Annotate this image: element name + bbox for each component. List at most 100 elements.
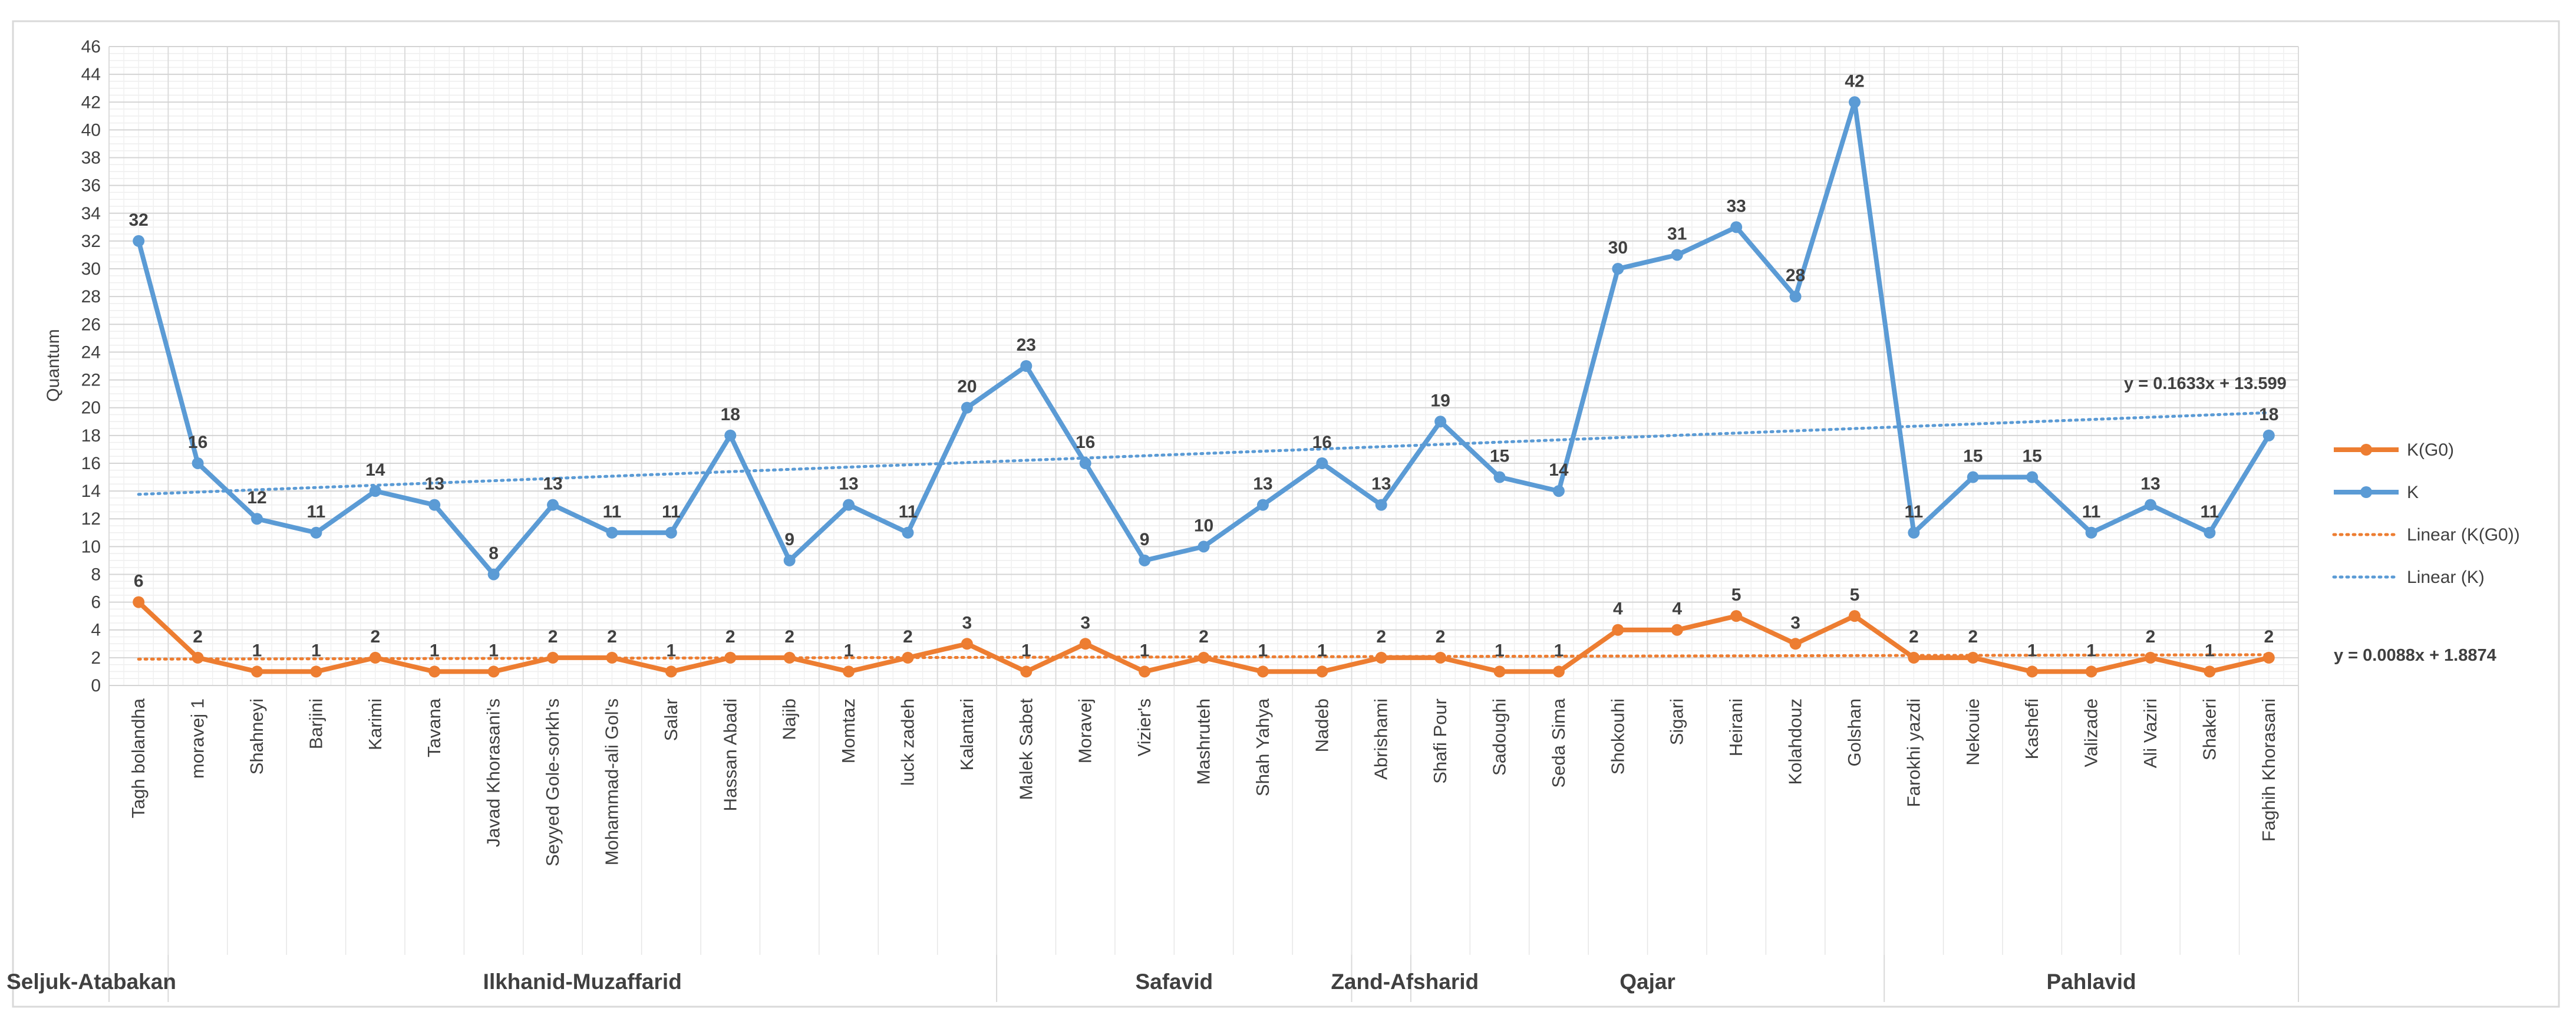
data-point <box>1967 651 1979 664</box>
data-label: 2 <box>903 627 913 647</box>
data-point <box>1256 665 1269 678</box>
data-label: 2 <box>1199 627 1209 647</box>
data-point <box>724 651 737 664</box>
data-point <box>1139 554 1151 566</box>
data-label: 1 <box>1495 641 1505 660</box>
data-point <box>547 499 559 511</box>
data-point <box>961 401 973 414</box>
data-label: 1 <box>1021 641 1031 660</box>
data-label: 6 <box>134 572 144 591</box>
data-label: 5 <box>1850 585 1860 605</box>
data-label: 11 <box>603 502 622 522</box>
data-point <box>2144 651 2156 664</box>
data-label: 1 <box>252 641 262 660</box>
data-point <box>1375 651 1387 664</box>
data-point <box>665 526 677 539</box>
data-label: 1 <box>844 641 854 660</box>
data-label: 9 <box>784 530 794 549</box>
y-tick-label: 14 <box>81 482 101 501</box>
y-tick-label: 30 <box>81 259 101 279</box>
x-tick-label: Seyyed Gole-sorkh's <box>542 698 563 866</box>
data-label: 11 <box>2201 502 2219 522</box>
data-label: 2 <box>607 627 617 647</box>
data-label: 1 <box>489 641 499 660</box>
y-tick-label: 16 <box>81 454 101 473</box>
x-tick-label: Golshan <box>1844 698 1865 766</box>
data-point <box>1789 291 1802 303</box>
data-point <box>192 457 204 469</box>
x-tick-label: Shafi Pour <box>1430 698 1450 784</box>
x-tick-label: luck zadeh <box>897 698 918 786</box>
data-point <box>1316 665 1328 678</box>
data-point <box>2026 665 2039 678</box>
data-label: 11 <box>2082 502 2101 522</box>
data-label: 16 <box>1312 433 1332 452</box>
x-tick-label: Sigari <box>1667 698 1687 745</box>
data-label: 4 <box>1672 599 1682 619</box>
data-label: 2 <box>548 627 558 647</box>
data-point <box>2085 665 2097 678</box>
data-label: 3 <box>1790 613 1800 632</box>
data-label: 13 <box>425 474 444 494</box>
data-label: 2 <box>370 627 380 647</box>
y-tick-label: 6 <box>91 593 101 612</box>
x-tick-label: Abrishami <box>1371 698 1391 780</box>
data-label: 2 <box>1968 627 1978 647</box>
data-point <box>606 651 618 664</box>
data-point <box>902 651 914 664</box>
data-label: 33 <box>1726 196 1746 216</box>
data-label: 1 <box>667 641 677 660</box>
data-point <box>1434 651 1447 664</box>
y-tick-label: 12 <box>81 509 101 529</box>
data-point <box>783 554 796 566</box>
data-point <box>1671 624 1683 636</box>
data-point <box>1908 651 1920 664</box>
data-label: 2 <box>2264 627 2274 647</box>
x-tick-label: Farokhi yazdi <box>1903 698 1924 807</box>
x-tick-label: Shokouhi <box>1607 698 1628 774</box>
data-point <box>961 638 973 650</box>
data-point <box>1375 499 1387 511</box>
x-tick-label: Shahneyi <box>246 698 267 774</box>
y-tick-label: 40 <box>81 120 101 140</box>
group-label: Ilkhanid-Muzaffarid <box>483 970 682 994</box>
x-tick-label: Heirani <box>1726 698 1746 756</box>
legend-marker <box>2360 486 2372 498</box>
data-label: 42 <box>1845 71 1864 91</box>
group-label: Qajar <box>1620 970 1675 994</box>
data-point <box>487 665 500 678</box>
data-label: 14 <box>1549 460 1569 480</box>
data-point <box>1079 638 1091 650</box>
data-point <box>606 526 618 539</box>
data-point <box>428 499 441 511</box>
data-label: 32 <box>129 210 149 230</box>
data-point <box>310 526 322 539</box>
data-point <box>1730 221 1743 233</box>
y-tick-label: 2 <box>91 648 101 668</box>
data-label: 19 <box>1430 391 1450 410</box>
data-point <box>1848 96 1861 108</box>
x-tick-label: Tagh bolandha <box>128 698 149 818</box>
x-tick-label: moravej 1 <box>187 698 208 779</box>
y-tick-label: 28 <box>81 287 101 306</box>
data-point <box>1789 638 1802 650</box>
data-point <box>251 513 263 525</box>
y-tick-label: 46 <box>81 37 101 57</box>
data-label: 11 <box>662 502 681 522</box>
y-tick-label: 44 <box>81 65 101 84</box>
data-label: 10 <box>1194 516 1213 535</box>
data-point <box>1493 665 1506 678</box>
data-label: 13 <box>543 474 562 494</box>
legend-label: K <box>2407 483 2419 502</box>
y-tick-label: 4 <box>91 621 101 640</box>
x-tick-label: Shakeri <box>2199 698 2219 760</box>
x-tick-label: Seda Sima <box>1548 698 1569 787</box>
data-label: 15 <box>1490 447 1509 466</box>
trendline-equation: y = 0.0088x + 1.8874 <box>2334 646 2496 665</box>
data-point <box>1139 665 1151 678</box>
data-label: 15 <box>1963 447 1983 466</box>
x-tick-label: Shah Yahya <box>1252 698 1273 796</box>
x-tick-label: Hassan Abadi <box>720 698 740 811</box>
data-point <box>1020 360 1033 372</box>
